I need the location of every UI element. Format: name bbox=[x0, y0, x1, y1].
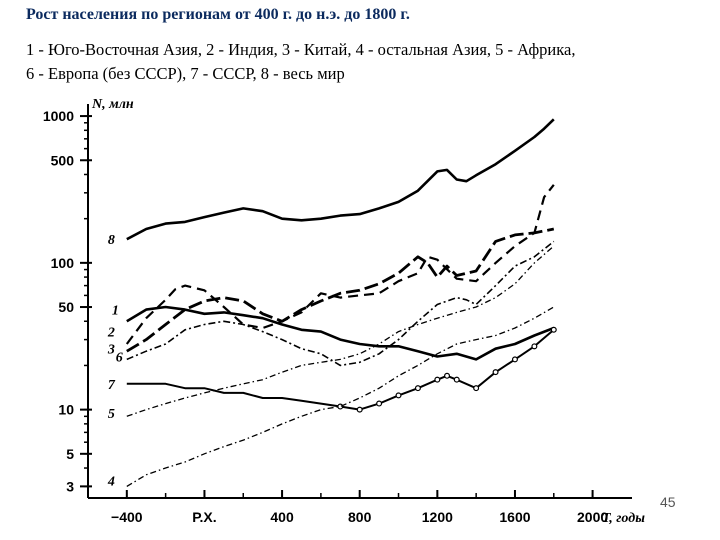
y-tick-label: 3 bbox=[66, 478, 74, 494]
y-tick-label: 500 bbox=[51, 152, 75, 168]
y-tick-label: 50 bbox=[58, 299, 74, 315]
x-tick-label: 800 bbox=[348, 509, 372, 525]
series-point-7 bbox=[444, 372, 451, 379]
series-labels: 8 1 2 367 5 4 bbox=[107, 233, 123, 489]
series-point-7 bbox=[395, 392, 402, 399]
series-label-8: 8 bbox=[108, 233, 115, 248]
series-line-5 bbox=[126, 245, 555, 417]
series-point-7 bbox=[337, 403, 344, 410]
series-point-7 bbox=[356, 406, 363, 413]
series-point-7 bbox=[511, 356, 518, 363]
series-line-3 bbox=[126, 227, 555, 353]
series-group bbox=[125, 118, 557, 487]
series-point-7 bbox=[376, 400, 383, 407]
series-point-7 bbox=[473, 385, 480, 392]
series-line-7 bbox=[126, 329, 555, 411]
legend: 1 - Юго-Восточная Азия, 2 - Индия, 3 - К… bbox=[26, 38, 706, 86]
series-point-7 bbox=[492, 369, 499, 376]
chart-title: Рост населения по регионам от 400 г. до … bbox=[26, 6, 410, 23]
series-label-6: 6 bbox=[116, 351, 123, 366]
y-tick-label: 5 bbox=[66, 446, 74, 462]
y-tick-label: 10 bbox=[58, 402, 74, 418]
y-tick-label: 100 bbox=[51, 255, 75, 271]
series-line-8 bbox=[126, 118, 555, 241]
series-line-1 bbox=[126, 305, 555, 361]
series-label-4: 4 bbox=[107, 474, 115, 489]
y-axis-label: N, млн bbox=[91, 97, 134, 112]
series-label-7: 7 bbox=[108, 378, 116, 393]
series-point-7 bbox=[550, 326, 557, 333]
x-tick-label: 2000 bbox=[577, 509, 608, 525]
slide-number: 45 bbox=[660, 494, 676, 510]
y-ticks: 1000 500 100 50 10 5 3 bbox=[43, 108, 92, 494]
series-point-7 bbox=[453, 376, 460, 383]
series-line-6 bbox=[126, 240, 555, 367]
series-label-2: 2 bbox=[107, 326, 115, 341]
series-label-1: 1 bbox=[112, 304, 119, 319]
series-line-2 bbox=[125, 184, 555, 345]
x-tick-label: 400 bbox=[270, 509, 294, 525]
legend-line-1: 1 - Юго-Восточная Азия, 2 - Индия, 3 - К… bbox=[26, 40, 576, 59]
x-ticks: −400 Р.Х. 400 800 1200 1600 2000 bbox=[111, 490, 608, 525]
x-tick-label: Р.Х. bbox=[192, 509, 216, 525]
series-label-5: 5 bbox=[108, 407, 115, 422]
series-point-7 bbox=[414, 385, 421, 392]
y-tick-label: 1000 bbox=[43, 108, 74, 124]
series-label-3: 3 bbox=[107, 343, 115, 358]
series-point-7 bbox=[531, 343, 538, 350]
x-tick-label: −400 bbox=[111, 509, 143, 525]
legend-line-2: 6 - Европа (без СССР), 7 - СССР, 8 - вес… bbox=[26, 64, 345, 83]
x-tick-label: 1600 bbox=[499, 509, 530, 525]
series-point-7 bbox=[434, 376, 441, 383]
x-tick-label: 1200 bbox=[422, 509, 453, 525]
axes: N, млн T, годы bbox=[87, 97, 645, 526]
series-line-4 bbox=[126, 306, 555, 487]
x-axis-label: T, годы bbox=[602, 511, 645, 526]
